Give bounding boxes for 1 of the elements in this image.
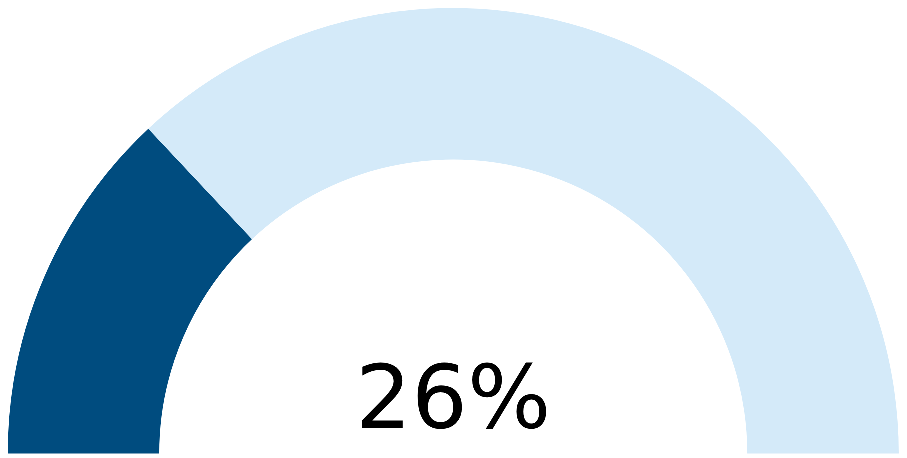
text: 26%: [356, 346, 552, 449]
